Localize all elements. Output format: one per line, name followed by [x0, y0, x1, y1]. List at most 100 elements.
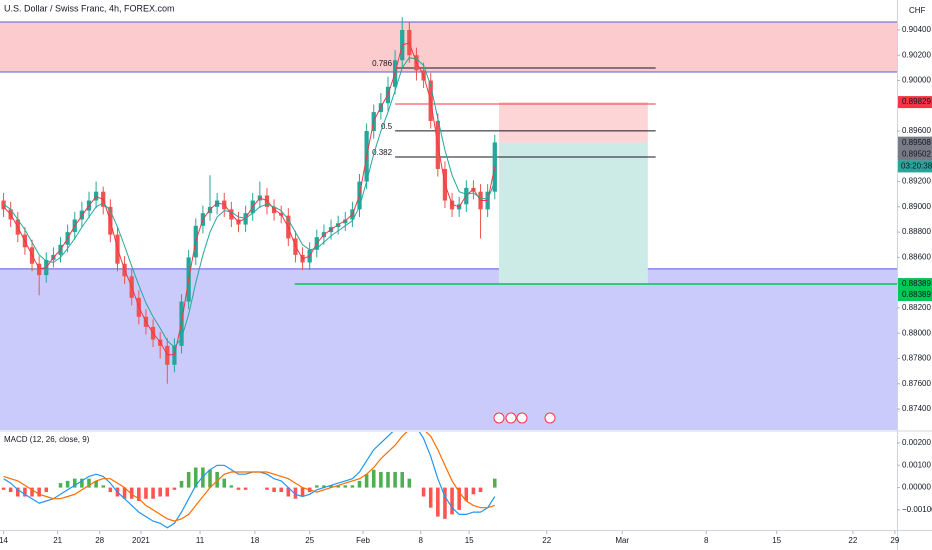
histogram-bar [471, 487, 476, 495]
y-tick-label: 0.87400 [902, 404, 931, 413]
event-icon [516, 412, 528, 424]
candle-body [165, 345, 170, 365]
histogram-bar [436, 487, 440, 517]
histogram-bar [30, 487, 34, 497]
y-tick-label: 0.90000 [902, 76, 931, 85]
histogram-bar [208, 469, 212, 488]
event-icon [505, 412, 517, 424]
histogram-bar [222, 478, 227, 488]
y-tick-label: 0.89200 [902, 177, 931, 186]
y-tick-label: 0.89000 [902, 202, 931, 211]
histogram-bar [23, 487, 27, 497]
x-tick-label: 22 [542, 536, 551, 545]
histogram-bar [300, 487, 305, 497]
histogram-bar [386, 471, 390, 488]
candle-body [37, 263, 42, 276]
histogram-bar [179, 480, 184, 488]
histogram-bar [215, 471, 219, 488]
countdown-bg [898, 160, 932, 173]
histogram-bar [72, 478, 77, 488]
y-tick-label: 0.90400 [902, 25, 931, 34]
price-label-bg [898, 289, 932, 302]
x-tick-label: 28 [95, 536, 104, 545]
histogram-bar [151, 487, 155, 499]
x-tick-label: Feb [356, 536, 370, 545]
x-tick-label: 14 [0, 536, 9, 545]
candle-body [243, 213, 248, 225]
candle-body [93, 191, 99, 201]
histogram-bar [400, 471, 405, 488]
histogram-bar [478, 487, 483, 493]
histogram-bar [236, 487, 241, 490]
histogram-bar [172, 487, 177, 490]
price-label: 0.89829 [902, 97, 931, 106]
price-label: 0.89508 [902, 138, 931, 147]
histogram-bar [165, 487, 170, 497]
x-tick-label: 18 [250, 536, 259, 545]
histogram-bar [193, 467, 198, 488]
fib-label: 0.382 [372, 148, 393, 157]
histogram-bar [137, 487, 141, 501]
candle-body [1, 200, 6, 210]
zone [0, 21, 897, 73]
histogram-bar [94, 480, 98, 488]
histogram-bar [350, 485, 355, 488]
histogram-bar [201, 467, 205, 488]
candle-body [343, 219, 348, 224]
main-pane: 0.786 0.5 0.382 [0, 17, 897, 430]
histogram-bar [322, 485, 326, 488]
y-tick-label: 0.88200 [902, 303, 931, 312]
candle-body [449, 200, 455, 210]
histogram-bar [80, 478, 84, 488]
currency: CHF [909, 6, 926, 15]
countdown: 03:20:38 [901, 162, 932, 171]
histogram-bar [357, 480, 362, 488]
histogram-bar [393, 471, 397, 488]
candle-body [271, 206, 277, 214]
y-tick-label: 0.88600 [902, 253, 931, 262]
histogram-bar [65, 480, 70, 488]
histogram-bar [443, 487, 447, 519]
y-tick-label: 0.90200 [902, 50, 931, 59]
histogram-bar [279, 487, 283, 493]
price-label-bg [898, 278, 932, 291]
x-tick-label: 21 [53, 536, 62, 545]
histogram-bar [364, 474, 369, 488]
histogram-bar [8, 487, 13, 493]
histogram-bar [265, 487, 269, 490]
price-label-bg [898, 96, 932, 109]
histogram-bar [421, 487, 426, 497]
histogram-bar [87, 478, 91, 488]
histogram-bar [315, 485, 319, 488]
histogram-bar [450, 487, 454, 515]
histogram-bar [108, 487, 113, 493]
price-label-bg [898, 136, 932, 149]
x-tick-label: Mar [615, 536, 629, 545]
position-target [499, 142, 648, 285]
macd-title: MACD (12, 26, close, 9) [4, 435, 90, 444]
x-tick-label: 2021 [132, 536, 150, 545]
price-label: 0.89502 [902, 150, 931, 159]
macd-line [3, 432, 496, 529]
event-icon [493, 412, 505, 424]
histogram-bar [37, 487, 41, 497]
x-tick-label: 15 [772, 536, 781, 545]
x-tick-label: 25 [305, 536, 314, 545]
histogram-bar [457, 487, 461, 510]
histogram-bar [492, 478, 497, 488]
histogram-bar [44, 487, 49, 493]
histogram-bar [1, 487, 6, 490]
price-label: 0.88389 [902, 290, 931, 299]
histogram-bar [129, 487, 134, 499]
histogram-bar [428, 487, 433, 508]
y-tick-label: 0.00200 [902, 438, 931, 447]
y-tick-label: 0.87800 [902, 354, 931, 363]
y-tick-label: 0.89600 [902, 126, 931, 135]
zone [0, 268, 897, 430]
histogram-bar [329, 485, 333, 488]
y-tick-label: 0.87600 [902, 379, 931, 388]
y-tick-label: 0.88800 [902, 227, 931, 236]
y-tick-label: 0.00000 [902, 483, 931, 492]
position-stop [499, 102, 648, 143]
event-icon [544, 412, 556, 424]
